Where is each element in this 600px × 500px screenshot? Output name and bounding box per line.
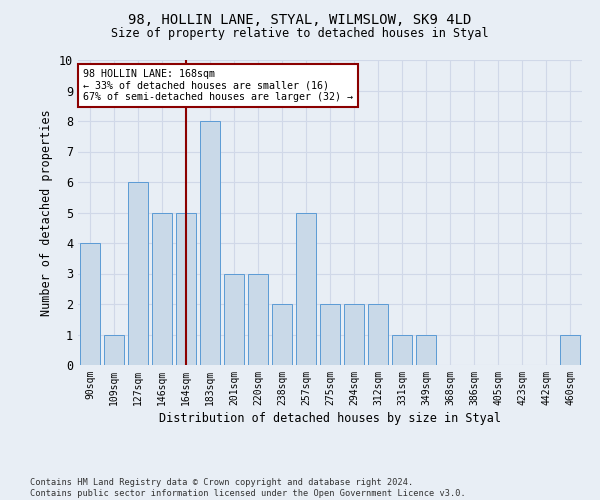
Text: 98 HOLLIN LANE: 168sqm
← 33% of detached houses are smaller (16)
67% of semi-det: 98 HOLLIN LANE: 168sqm ← 33% of detached… bbox=[83, 69, 353, 102]
Bar bbox=[320, 304, 340, 365]
Bar bbox=[176, 212, 196, 365]
Bar bbox=[368, 304, 388, 365]
Bar bbox=[80, 243, 100, 365]
Bar bbox=[416, 334, 436, 365]
Text: 98, HOLLIN LANE, STYAL, WILMSLOW, SK9 4LD: 98, HOLLIN LANE, STYAL, WILMSLOW, SK9 4L… bbox=[128, 12, 472, 26]
Bar bbox=[560, 334, 580, 365]
Bar bbox=[128, 182, 148, 365]
Bar bbox=[104, 334, 124, 365]
X-axis label: Distribution of detached houses by size in Styal: Distribution of detached houses by size … bbox=[159, 412, 501, 425]
Bar bbox=[392, 334, 412, 365]
Bar bbox=[200, 121, 220, 365]
Bar bbox=[152, 212, 172, 365]
Text: Contains HM Land Registry data © Crown copyright and database right 2024.
Contai: Contains HM Land Registry data © Crown c… bbox=[30, 478, 466, 498]
Bar bbox=[344, 304, 364, 365]
Bar bbox=[272, 304, 292, 365]
Y-axis label: Number of detached properties: Number of detached properties bbox=[40, 109, 53, 316]
Text: Size of property relative to detached houses in Styal: Size of property relative to detached ho… bbox=[111, 28, 489, 40]
Bar bbox=[224, 274, 244, 365]
Bar bbox=[296, 212, 316, 365]
Bar bbox=[248, 274, 268, 365]
